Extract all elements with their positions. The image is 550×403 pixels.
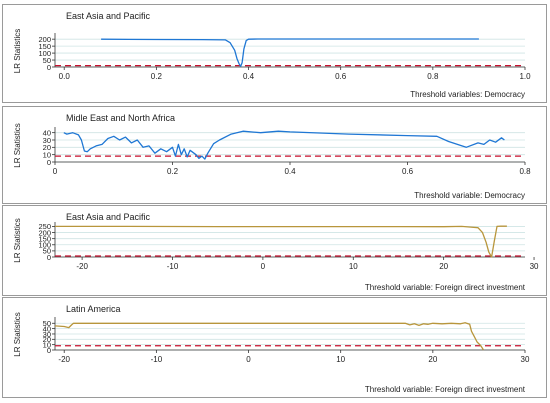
x-tick-label: 0.2 — [167, 167, 179, 176]
x-axis-label: Threshold variables: Democracy — [410, 90, 525, 99]
y-axis-label: LR Statistics — [13, 218, 22, 262]
y-tick-label: 30 — [43, 330, 51, 339]
chart-title: Latin America — [66, 304, 121, 314]
y-tick-label: 10 — [43, 340, 51, 349]
y-tick-label: 250 — [38, 222, 51, 231]
y-tick-label: 0 — [47, 158, 51, 167]
x-axis-label: Threshold variable: Democracy — [414, 191, 525, 200]
y-tick-label: 20 — [43, 335, 51, 344]
y-tick-label: 40 — [43, 324, 51, 333]
series-line-1 — [101, 38, 479, 67]
y-tick-label: 50 — [43, 319, 51, 328]
x-tick-label: 10 — [349, 262, 358, 271]
x-tick-label: 20 — [428, 355, 437, 364]
x-tick-label: 0 — [53, 167, 58, 176]
y-tick-label: 50 — [43, 247, 51, 256]
y-tick-label: 40 — [43, 128, 51, 137]
y-tick-label: 30 — [43, 136, 51, 145]
x-tick-label: 0.6 — [335, 72, 347, 81]
y-tick-label: 150 — [38, 42, 51, 51]
x-tick-label: 0 — [246, 355, 251, 364]
y-tick-label: 150 — [38, 234, 51, 243]
y-tick-label: 0 — [47, 63, 51, 72]
x-tick-label: 20 — [439, 262, 448, 271]
panel-frame — [2, 297, 547, 398]
x-tick-label: 0.6 — [402, 167, 414, 176]
y-tick-label: 100 — [38, 241, 51, 250]
x-axis-label: Threshold variable: Foreign direct inves… — [365, 385, 526, 394]
y-tick-label: 0 — [47, 346, 51, 355]
chart-panel-3: East Asia and Pacific050100150200250-20-… — [2, 205, 547, 296]
y-tick-label: 100 — [38, 49, 51, 58]
x-tick-label: 0.8 — [519, 167, 531, 176]
x-axis-label: Threshold variable: Foreign direct inves… — [365, 283, 526, 292]
y-tick-label: 10 — [43, 150, 51, 159]
y-tick-label: 50 — [43, 56, 51, 65]
x-tick-label: 0 — [261, 262, 266, 271]
panel-frame — [2, 4, 547, 103]
y-tick-label: 20 — [43, 143, 51, 152]
x-tick-label: 1.0 — [519, 72, 531, 81]
series-line-1 — [55, 225, 507, 258]
x-tick-label: -10 — [167, 262, 179, 271]
x-tick-label: 0.2 — [151, 72, 163, 81]
x-tick-label: 0.4 — [284, 167, 296, 176]
y-axis-label: LR Statistics — [13, 312, 22, 356]
x-tick-label: 10 — [336, 355, 345, 364]
y-tick-label: 0 — [47, 253, 51, 262]
x-tick-label: -20 — [58, 355, 70, 364]
y-tick-label: 200 — [38, 35, 51, 44]
series-line-1 — [63, 130, 505, 160]
y-axis-label: LR Statistics — [13, 29, 22, 73]
chart-title: East Asia and Pacific — [66, 212, 151, 222]
x-tick-label: 30 — [530, 262, 539, 271]
x-tick-label: 0.4 — [243, 72, 255, 81]
chart-title: Midle East and North Africa — [66, 113, 175, 123]
y-axis-label: LR Statistics — [13, 123, 22, 167]
x-tick-label: -20 — [76, 262, 88, 271]
chart-title: East Asia and Pacific — [66, 11, 151, 21]
x-tick-label: 30 — [521, 355, 530, 364]
x-tick-label: 0.0 — [59, 72, 71, 81]
x-tick-label: -10 — [151, 355, 163, 364]
x-tick-label: 0.8 — [427, 72, 439, 81]
series-line-1 — [54, 322, 485, 351]
y-tick-label: 200 — [38, 228, 51, 237]
